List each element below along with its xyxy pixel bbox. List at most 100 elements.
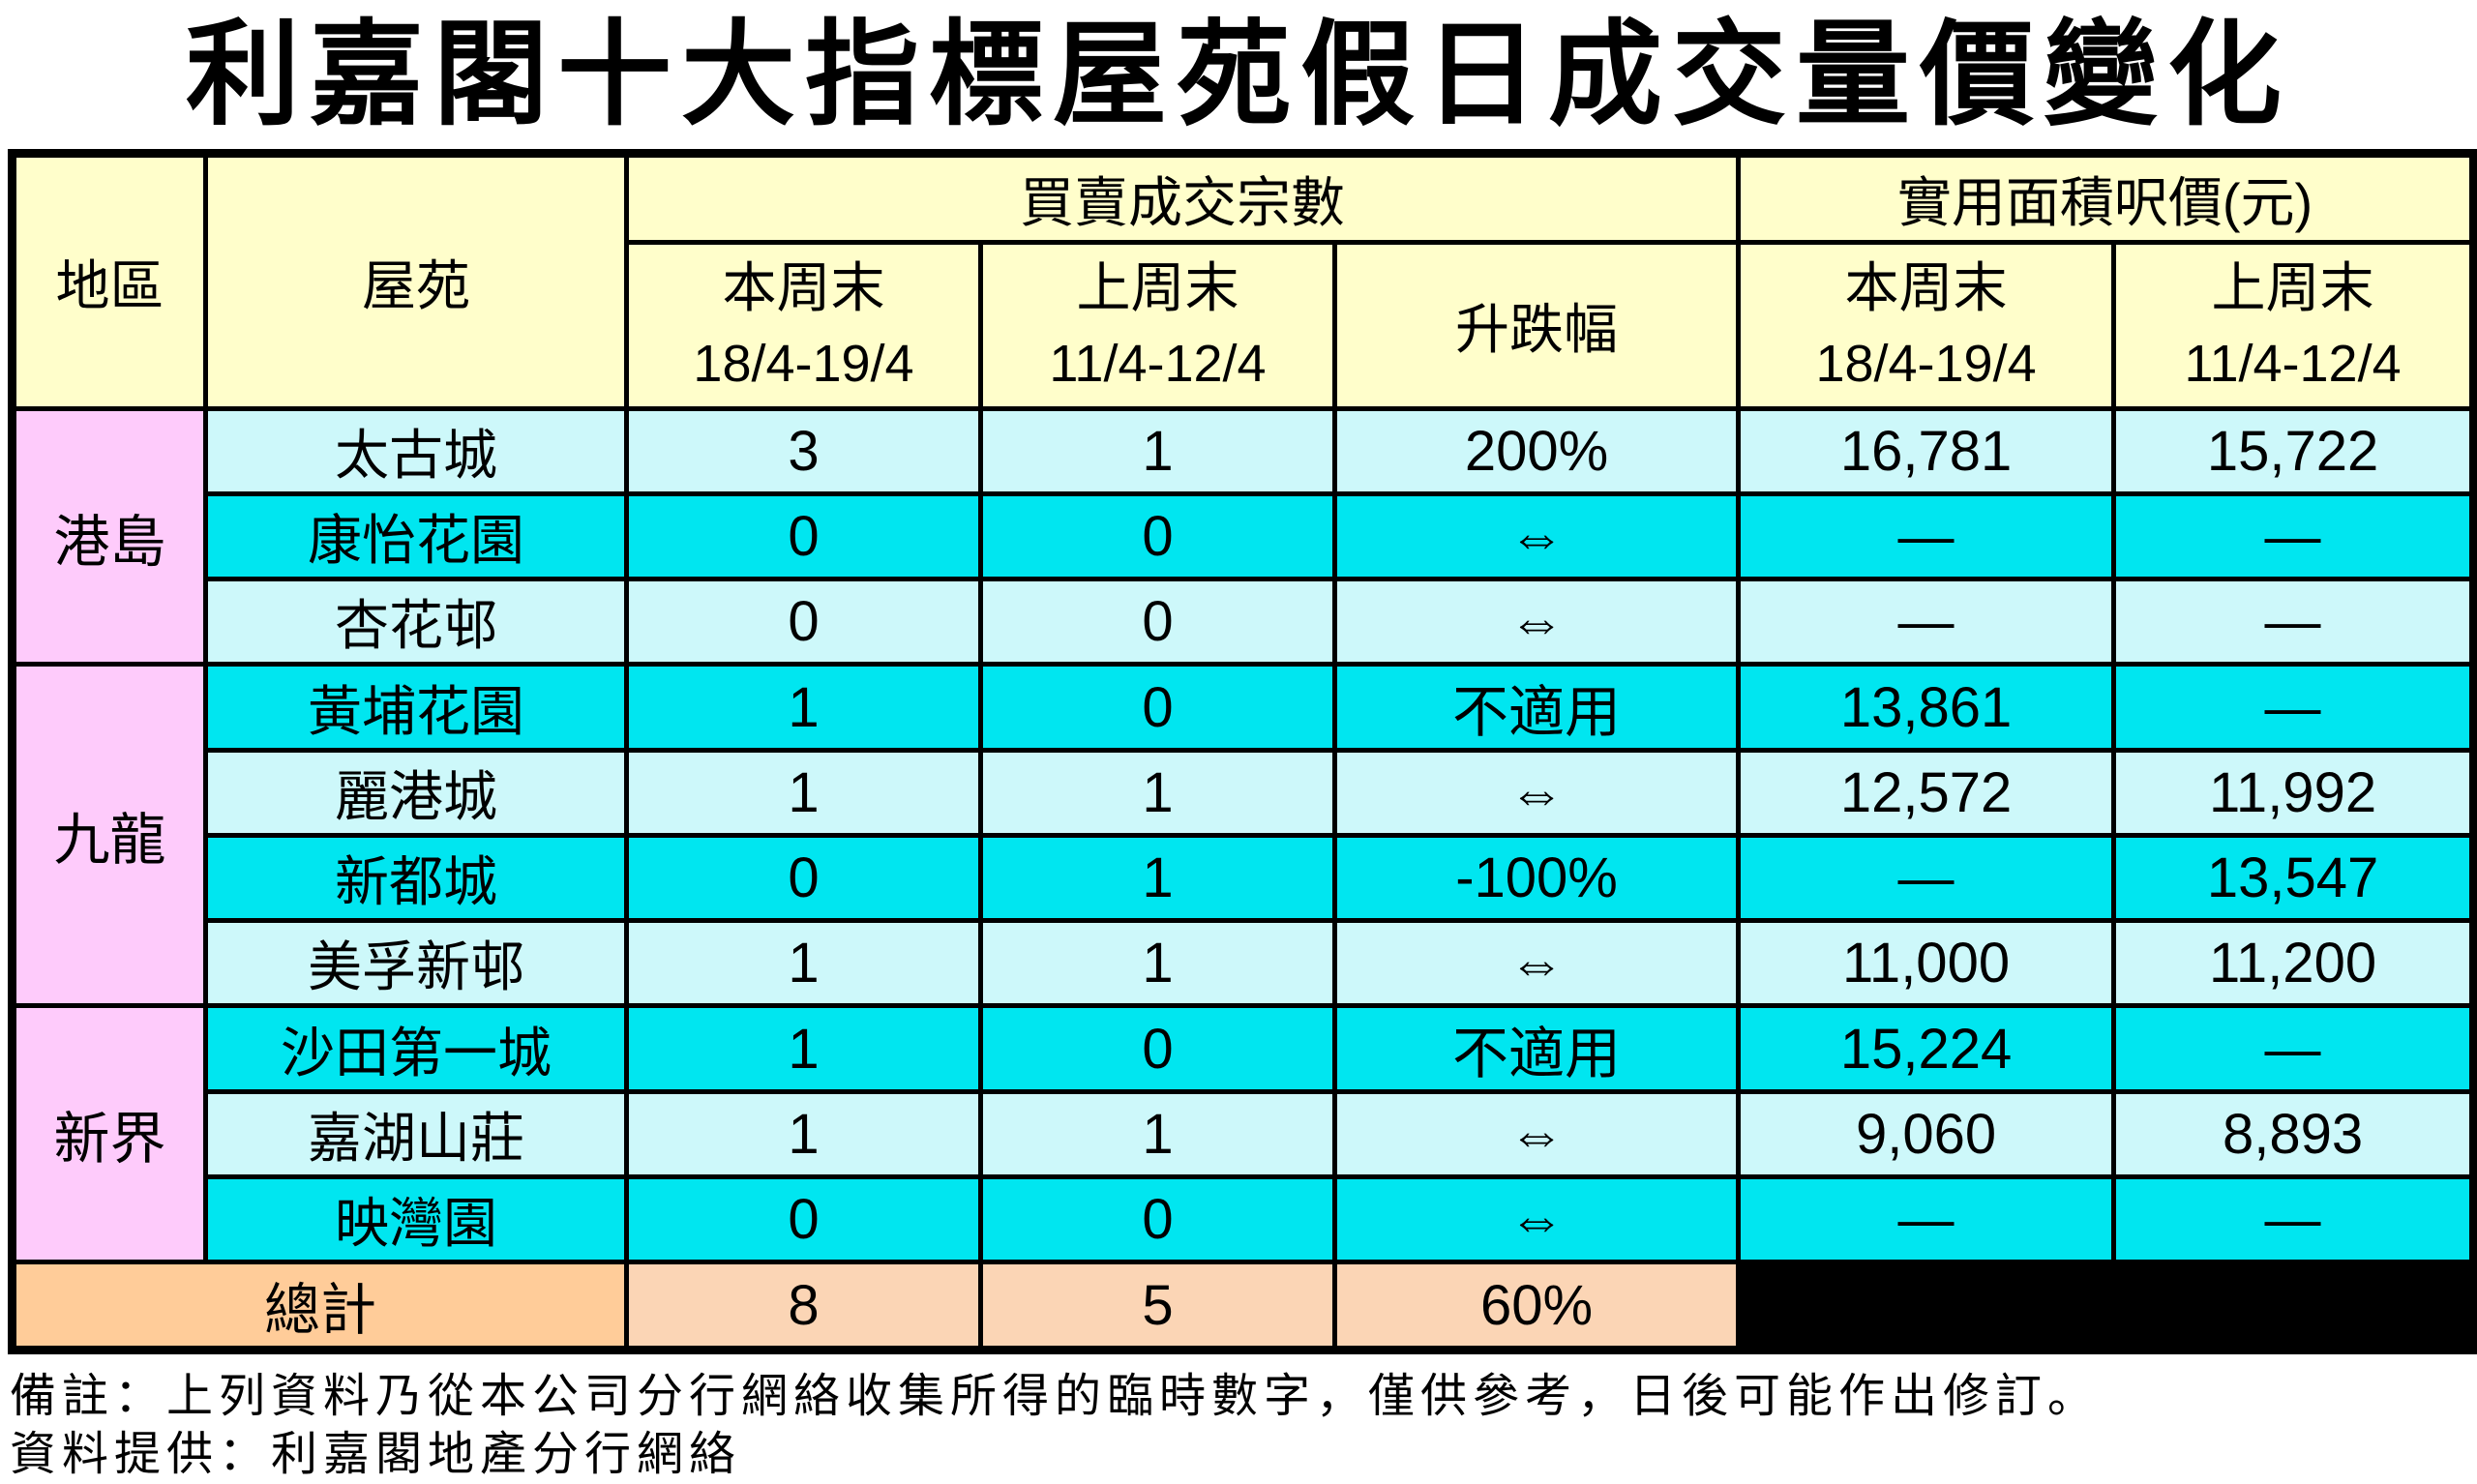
- footer-note: 備註：上列資料乃從本公司分行網絡收集所得的臨時數字，僅供參考，日後可能作出修訂。: [10, 1371, 2101, 1422]
- table-row: 新都城 0 1 -100% — 13,547: [13, 833, 2477, 923]
- header-price-this-weekend: 本周末 18/4-19/4: [1736, 240, 2117, 411]
- table-row: 麗港城 1 1 ⇔ 12,572 11,992: [13, 748, 2477, 838]
- tx-this-cell: 1: [624, 748, 983, 838]
- tx-last-cell: 0: [978, 577, 1337, 667]
- price-this-cell: 12,572: [1736, 748, 2117, 838]
- blacked-out-cell: [1736, 1260, 2477, 1352]
- price-this-cell: 16,781: [1736, 406, 2117, 496]
- total-label-cell: 總計: [10, 1260, 629, 1352]
- table-row: 新界 沙田第一城 1 0 不適用 15,224 —: [10, 1003, 2477, 1264]
- price-last-cell: 13,547: [2111, 833, 2477, 923]
- tx-last-cell: 1: [978, 918, 1337, 1008]
- price-this-cell: 9,060: [1736, 1089, 2117, 1179]
- tx-last-cell: 0: [978, 1003, 1337, 1094]
- change-cell: -100%: [1331, 833, 1742, 923]
- price-this-cell: —: [1736, 577, 2117, 667]
- change-cell: 200%: [1331, 406, 1742, 496]
- table-row: 九龍 黃埔花園 1 0 不適用 13,861 —: [10, 662, 2477, 1008]
- estate-cell: 新都城: [203, 833, 629, 923]
- table-row: 映灣園 0 0 ⇔ — —: [13, 1174, 2477, 1264]
- change-cell: ⇔: [1331, 1174, 1742, 1264]
- price-last-cell: —: [2111, 1003, 2477, 1094]
- price-this-cell: 13,861: [1736, 662, 2117, 753]
- table-row: 美孚新邨 1 1 ⇔ 11,000 11,200: [13, 918, 2477, 1008]
- tx-last-cell: 1: [978, 406, 1337, 496]
- price-this-cell: —: [1736, 491, 2117, 581]
- header-tx-last-weekend-dates: 11/4-12/4: [1049, 334, 1267, 393]
- header-region: 地區: [10, 151, 208, 411]
- estate-cell: 沙田第一城: [203, 1003, 629, 1094]
- header-price-last-weekend-dates: 11/4-12/4: [2184, 334, 2402, 393]
- change-cell: ⇔: [1331, 748, 1742, 838]
- header-change: 升跌幅: [1331, 240, 1742, 411]
- price-last-cell: —: [2111, 662, 2477, 753]
- price-last-cell: 11,200: [2111, 918, 2477, 1008]
- region-cell-hong-kong-island: 港島: [10, 406, 208, 667]
- change-cell: 不適用: [1331, 662, 1742, 753]
- header-price-this-weekend-dates: 18/4-19/4: [1815, 334, 2037, 393]
- estate-cell: 太古城: [203, 406, 629, 496]
- header-tx-this-weekend-label: 本周末: [722, 256, 885, 318]
- price-last-cell: 15,722: [2111, 406, 2477, 496]
- header-tx-this-weekend: 本周末 18/4-19/4: [624, 240, 983, 411]
- header-tx-last-weekend-label: 上周末: [1076, 256, 1239, 318]
- header-price-this-weekend-label: 本周末: [1844, 256, 2008, 318]
- estate-cell: 康怡花園: [203, 491, 629, 581]
- price-last-cell: 8,893: [2111, 1089, 2477, 1179]
- price-this-cell: —: [1736, 833, 2117, 923]
- tx-last-cell: 0: [978, 662, 1337, 753]
- tx-this-cell: 1: [624, 1003, 983, 1094]
- table-row: 港島 太古城 3 1 200% 16,781 15,722: [10, 406, 2477, 667]
- estate-cell: 嘉湖山莊: [203, 1089, 629, 1179]
- region-cell-kowloon: 九龍: [10, 662, 208, 1008]
- tx-this-cell: 0: [624, 833, 983, 923]
- change-cell: 不適用: [1331, 1003, 1742, 1094]
- header-tx-this-weekend-dates: 18/4-19/4: [693, 334, 914, 393]
- tx-last-cell: 0: [978, 1174, 1337, 1264]
- header-price-group: 實用面積呎價(元): [1736, 151, 2477, 245]
- header-estate: 屋苑: [203, 151, 629, 411]
- header-price-last-weekend-label: 上周末: [2211, 256, 2374, 318]
- change-cell: ⇔: [1331, 577, 1742, 667]
- tx-this-cell: 1: [624, 1089, 983, 1179]
- page-title: 利嘉閣十大指標屋苑假日成交量價變化: [185, 12, 2291, 139]
- tx-last-cell: 0: [978, 491, 1337, 581]
- price-last-cell: 11,992: [2111, 748, 2477, 838]
- header-tx-last-weekend: 上周末 11/4-12/4: [978, 240, 1337, 411]
- tx-last-cell: 1: [978, 1089, 1337, 1179]
- estate-cell: 杏花邨: [203, 577, 629, 667]
- header-transactions-group: 買賣成交宗數: [623, 151, 1742, 245]
- estate-cell: 映灣園: [203, 1174, 629, 1264]
- tx-this-cell: 1: [624, 918, 983, 1008]
- tx-last-cell: 1: [978, 748, 1337, 838]
- price-last-cell: —: [2111, 577, 2477, 667]
- tx-this-cell: 0: [624, 491, 983, 581]
- price-this-cell: 11,000: [1736, 918, 2117, 1008]
- footer-source: 資料提供：利嘉閣地產分行網絡: [10, 1429, 742, 1480]
- change-cell: ⇔: [1331, 918, 1742, 1008]
- tx-this-cell: 1: [624, 662, 983, 753]
- table-row: 杏花邨 0 0 ⇔ — —: [13, 577, 2477, 667]
- estate-cell: 美孚新邨: [203, 918, 629, 1008]
- tx-last-cell: 1: [978, 833, 1337, 923]
- change-cell: ⇔: [1331, 491, 1742, 581]
- estate-cell: 麗港城: [203, 748, 629, 838]
- price-last-cell: —: [2111, 491, 2477, 581]
- total-row: 總計 8 5 60%: [10, 1260, 2477, 1352]
- header-group-row: 地區 屋苑 買賣成交宗數 實用面積呎價(元): [10, 151, 2477, 411]
- region-cell-new-territories: 新界: [10, 1003, 208, 1264]
- total-tx-last-cell: 5: [978, 1260, 1337, 1352]
- tx-this-cell: 0: [624, 577, 983, 667]
- header-sub-row: 本周末 18/4-19/4 上周末 11/4-12/4 升跌幅 本周末 18/4…: [13, 240, 2477, 411]
- change-cell: ⇔: [1331, 1089, 1742, 1179]
- total-tx-this-cell: 8: [624, 1260, 983, 1352]
- tx-this-cell: 3: [624, 406, 983, 496]
- price-this-cell: 15,224: [1736, 1003, 2117, 1094]
- footer: 備註：上列資料乃從本公司分行網絡收集所得的臨時數字，僅供參考，日後可能作出修訂。…: [10, 1368, 2477, 1484]
- table-row: 嘉湖山莊 1 1 ⇔ 9,060 8,893: [13, 1089, 2477, 1179]
- tx-this-cell: 0: [624, 1174, 983, 1264]
- estates-table: 地區 屋苑 買賣成交宗數 實用面積呎價(元) 本周末 18/4-19/4 上周末…: [8, 149, 2477, 1354]
- total-change-cell: 60%: [1331, 1260, 1742, 1352]
- price-this-cell: —: [1736, 1174, 2117, 1264]
- table-row: 康怡花園 0 0 ⇔ — —: [13, 491, 2477, 581]
